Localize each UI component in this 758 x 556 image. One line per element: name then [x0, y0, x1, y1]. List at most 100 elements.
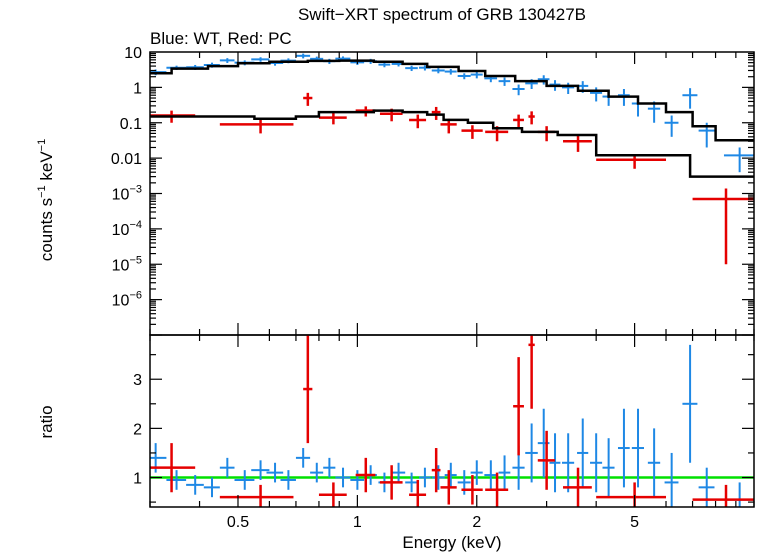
ratio-point-wt — [391, 462, 406, 483]
x-tick-label: 0.5 — [227, 514, 249, 531]
y-tick-base: 10 — [112, 222, 130, 239]
top-panel-frame — [149, 51, 755, 336]
spectrum-series-pc — [150, 92, 754, 265]
y-label-exp2: −1 — [36, 139, 48, 152]
ratio-point-wt — [631, 408, 644, 488]
bottom-panel: 0.5 1 2 5 1 2 3 ratio — [37, 334, 755, 531]
ratio-point-pc — [409, 479, 427, 507]
spectrum-point-wt — [470, 71, 483, 79]
ratio-point-wt — [350, 470, 365, 490]
ratio-point-wt — [577, 418, 589, 488]
spectrum-point-wt — [378, 62, 391, 68]
x-tick-label: 2 — [472, 514, 481, 531]
ratio-point-wt — [280, 470, 296, 490]
chart-title: Swift−XRT spectrum of GRB 130427B — [298, 5, 586, 24]
y-tick-label: 10−4 — [112, 219, 142, 239]
spectrum-point-pc — [537, 126, 556, 142]
ratio-point-wt — [335, 467, 351, 488]
x-axis-label: Energy (keV) — [402, 533, 501, 552]
y-tick-label: 2 — [133, 421, 142, 438]
spectrum-point-wt — [682, 88, 698, 109]
y-tick-label: 10−3 — [112, 184, 142, 204]
spectrum-point-wt — [251, 57, 270, 62]
ratio-point-pc — [537, 430, 556, 490]
spectrum-point-wt — [512, 84, 525, 96]
spectrum-point-wt — [561, 82, 575, 94]
ratio-point-wt — [664, 452, 679, 507]
spectrum-y-label: counts s−1 keV−1 — [36, 139, 56, 261]
bottom-panel-frame — [149, 334, 755, 508]
spectrum-point-wt — [590, 87, 603, 102]
y-tick-base: 10 — [112, 257, 130, 274]
ratio-point-pc — [379, 465, 403, 500]
ratio-point-wt — [166, 470, 187, 490]
ratio-series-pc — [150, 335, 754, 507]
ratio-plot-area — [150, 335, 754, 507]
spectrum-point-wt — [295, 53, 311, 59]
ratio-point-wt — [484, 460, 498, 490]
ratio-point-pc — [513, 357, 524, 456]
ratio-point-wt — [444, 462, 457, 488]
ratio-point-pc — [431, 448, 441, 493]
ratio-point-wt — [590, 433, 603, 493]
y-tick-label: 10 — [124, 45, 142, 62]
ratio-point-wt — [323, 457, 336, 478]
ratio-point-pc — [596, 482, 667, 507]
ratio-point-wt — [525, 423, 538, 483]
ratio-point-pc — [318, 482, 347, 507]
y-tick-base: 10 — [112, 293, 130, 310]
ratio-point-pc — [440, 470, 457, 505]
ratio-point-wt — [234, 470, 255, 490]
spectrum-point-wt — [219, 58, 235, 63]
spectrum-point-pc — [692, 188, 754, 265]
chart-subtitle: Blue: WT, Red: PC — [150, 29, 292, 48]
y-tick-base: 10 — [112, 187, 130, 204]
spectrum-point-pc — [318, 112, 347, 125]
ratio-series-wt — [150, 344, 754, 507]
ratio-point-wt — [617, 408, 630, 488]
y-tick-label: 3 — [133, 372, 142, 389]
ratio-point-wt — [723, 482, 754, 507]
ratio-point-wt — [203, 477, 220, 498]
ratio-point-wt — [295, 448, 311, 468]
x-tick-label: 5 — [630, 514, 639, 531]
ratio-point-wt — [266, 462, 284, 483]
ratio-point-pc — [461, 475, 483, 505]
spectrum-point-pc — [528, 111, 535, 125]
ratio-point-pc — [528, 335, 535, 409]
ratio-point-wt — [647, 428, 661, 498]
ratio-point-wt — [602, 438, 615, 498]
ratio-point-wt — [405, 472, 418, 493]
spectrum-model-wt — [150, 59, 754, 142]
spectrum-point-pc — [303, 92, 313, 106]
spectrum-point-wt — [405, 65, 418, 72]
spectrum-point-pc — [563, 135, 592, 152]
spectrum-model-pc — [150, 109, 754, 178]
spectrum-point-wt — [647, 101, 661, 123]
spectrum-point-pc — [513, 114, 524, 129]
spectrum-point-pc — [409, 114, 427, 129]
ratio-content — [150, 335, 754, 507]
y-tick-exponent: −6 — [129, 290, 142, 302]
ratio-point-wt — [682, 344, 698, 463]
ratio-point-wt — [186, 475, 204, 495]
ratio-point-wt — [470, 460, 483, 485]
y-tick-exponent: −3 — [129, 184, 142, 196]
y-tick-label: 1 — [133, 471, 142, 488]
spectrum-point-wt — [444, 69, 457, 75]
y-label-mid: keV — [37, 151, 56, 186]
x-tick-label: 1 — [353, 514, 362, 531]
ratio-point-wt — [498, 455, 511, 490]
ratio-point-pc — [303, 335, 313, 444]
y-tick-exponent: −4 — [129, 219, 142, 231]
y-label-main: counts s — [37, 198, 56, 261]
ratio-point-wt — [219, 457, 235, 478]
ratio-point-wt — [698, 467, 715, 507]
spectrum-point-pc — [461, 125, 483, 139]
ratio-point-pc — [150, 443, 196, 493]
ratio-point-pc — [563, 467, 592, 507]
y-tick-label: 10−6 — [112, 290, 142, 310]
ratio-point-pc — [485, 472, 509, 507]
